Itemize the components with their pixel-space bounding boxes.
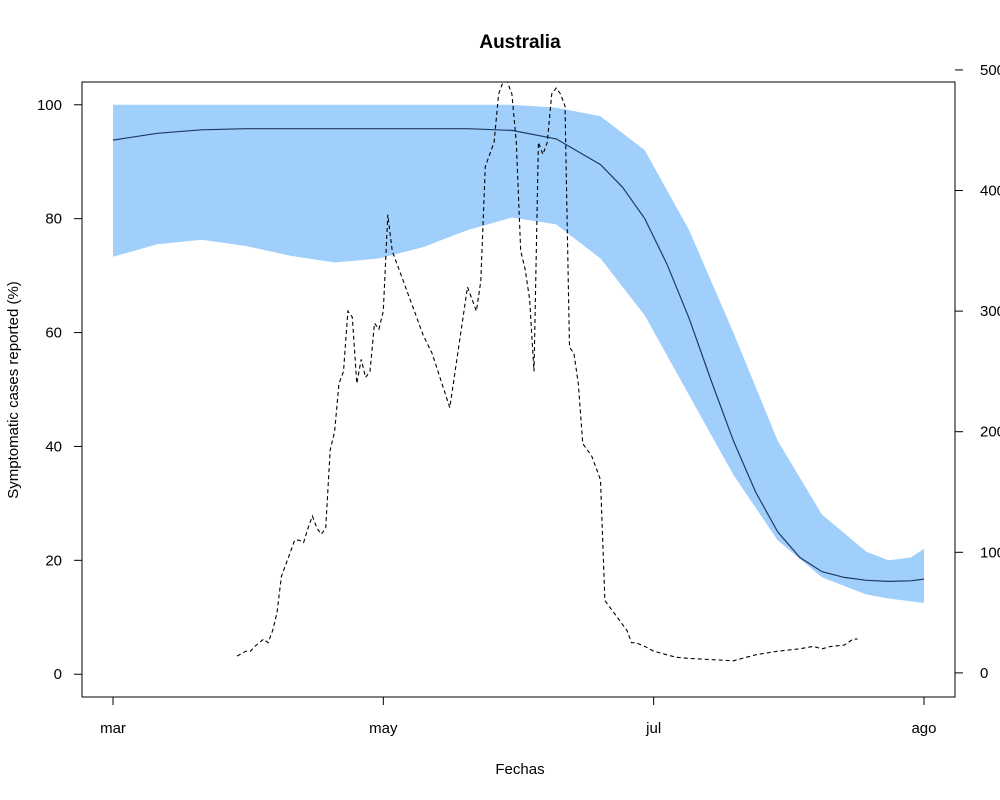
mean-line: [112, 128, 925, 583]
y-tick-label: 40: [45, 438, 62, 455]
y-tick-label: 100: [37, 97, 62, 114]
y2-tick-label: 500: [980, 62, 1000, 79]
y-axis-left: 0 20 40 60 80 100: [37, 97, 82, 683]
x-axis: mar may jul ago: [100, 697, 936, 737]
cases-dashed-line: [236, 81, 858, 662]
x-tick-label: ago: [911, 720, 936, 737]
y-axis-label: Symptomatic cases reported (%): [5, 281, 22, 499]
chart-title: Australia: [479, 32, 561, 53]
x-tick-label: jul: [645, 720, 661, 737]
y-axis-right: 0 100 200 300 400 500: [955, 62, 1000, 682]
confidence-band: [113, 104, 924, 604]
y-tick-label: 20: [45, 552, 62, 569]
plot-frame: [81, 81, 956, 698]
y-tick-label: 0: [54, 666, 62, 683]
x-tick-label: mar: [100, 720, 126, 737]
y-tick-label: 80: [45, 211, 62, 228]
y2-tick-label: 300: [980, 303, 1000, 320]
y2-tick-label: 400: [980, 183, 1000, 200]
y2-tick-label: 0: [980, 665, 988, 682]
x-tick-label: may: [369, 720, 398, 737]
y-tick-label: 60: [45, 325, 62, 342]
x-axis-label: Fechas: [495, 761, 544, 778]
y2-tick-label: 100: [980, 544, 1000, 561]
plot-area: [112, 81, 925, 662]
y2-tick-label: 200: [980, 424, 1000, 441]
